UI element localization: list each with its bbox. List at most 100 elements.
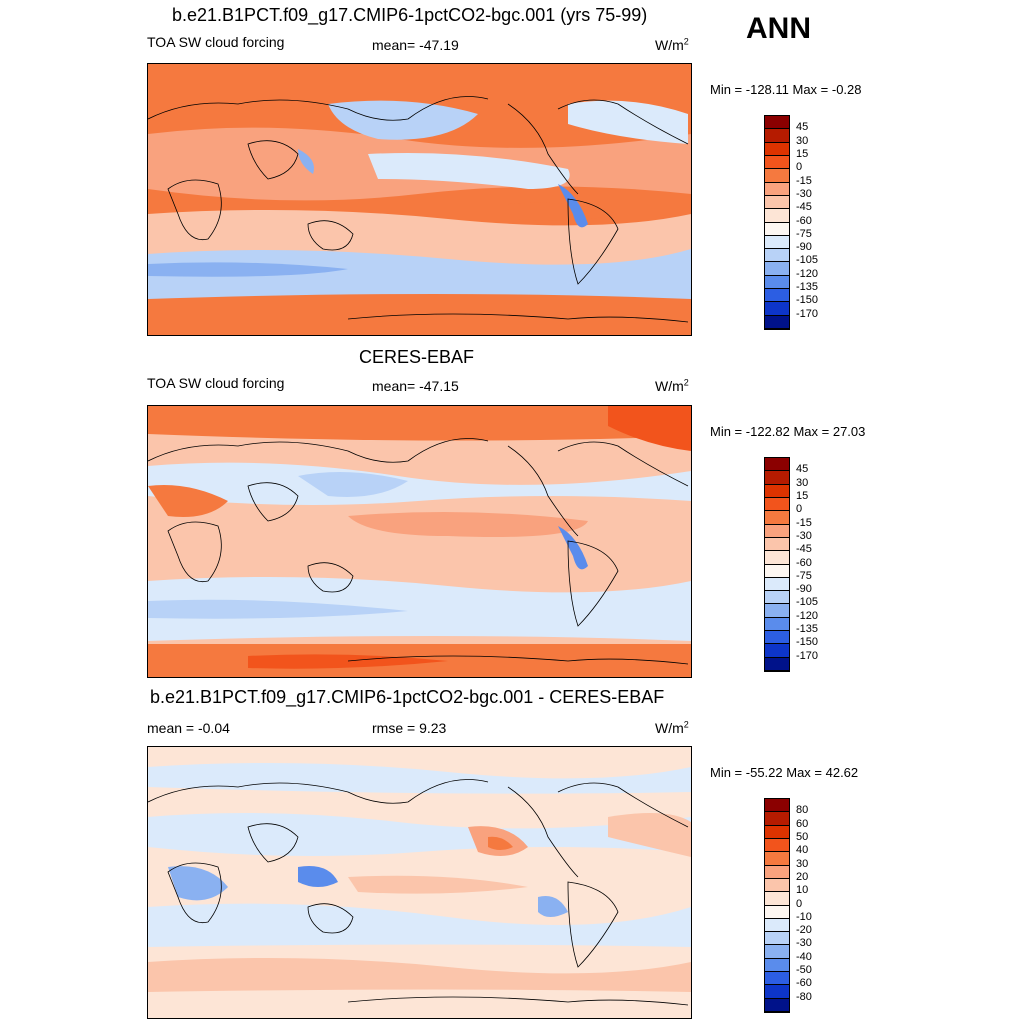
panel-1-colorbar-label: -135	[796, 281, 819, 294]
panel-3-title: b.e21.B1PCT.f09_g17.CMIP6-1pctCO2-bgc.00…	[150, 687, 665, 707]
panel-1-colorbar-label: -170	[796, 307, 819, 320]
panel-1-colorbar-box	[765, 195, 789, 210]
panel-2-colorbar-box	[765, 484, 789, 498]
panel-1-min-max: Min = -128.11 Max = -0.28	[710, 82, 862, 97]
panel-2-colorbar-box	[765, 577, 789, 592]
panel-1-variable-label: TOA SW cloud forcing	[147, 34, 285, 50]
panel-3-colorbar-label: 40	[796, 844, 809, 857]
panel-2-colorbar-box	[765, 458, 789, 472]
panel-2-colorbar-label: -60	[796, 556, 812, 569]
panel-1-colorbar-box	[765, 129, 789, 143]
panel-1-colorbar-box	[765, 275, 789, 290]
panel-2-colorbar-label: 0	[796, 503, 803, 516]
panel-1-colorbar-box	[765, 315, 789, 329]
panel-3-colorbar-box	[765, 918, 789, 933]
panel-2-colorbar-box	[765, 657, 789, 671]
panel-3-colorbar-box	[765, 958, 789, 973]
panel-2-colorbar-label: -170	[796, 649, 819, 662]
panel-2-colorbar-box	[765, 591, 789, 605]
panel-3-colorbar-label: -80	[796, 990, 812, 1003]
panel-3-colorbar-label: -50	[796, 964, 812, 977]
panel-2-map-field	[148, 406, 691, 677]
panel-3-colorbar-label: 60	[796, 817, 809, 830]
panel-2-colorbar-label: 30	[796, 476, 809, 489]
panel-3-colorbar-box	[765, 812, 789, 826]
panel-2-map	[147, 405, 692, 678]
panel-3-min-max: Min = -55.22 Max = 42.62	[710, 765, 859, 780]
panel-2-colorbar-box	[765, 564, 789, 578]
panel-1-colorbar-box	[765, 116, 789, 130]
panel-1-colorbar-box	[765, 155, 789, 170]
panel-1-colorbar-box	[765, 262, 789, 276]
panel-1-colorbar-label: -45	[796, 201, 812, 214]
panel-3-colorbar-box	[765, 985, 789, 999]
panel-1-colorbar-label: 30	[796, 134, 809, 147]
panel-3-colorbar-box	[765, 825, 789, 839]
panel-3-colorbar-label: -10	[796, 910, 812, 923]
panel-2-colorbar-box	[765, 524, 789, 538]
panel-2-colorbar-label: -120	[796, 609, 819, 622]
panel-2-colorbar-box	[765, 631, 789, 645]
panel-1-colorbar-label: -105	[796, 254, 819, 267]
panel-1-map-field	[148, 64, 691, 335]
panel-1-colorbar-label: 0	[796, 161, 803, 174]
panel-2-mean-label: mean= -47.15	[372, 378, 459, 394]
panel-1-colorbar-box	[765, 249, 789, 263]
panel-1-colorbar-box	[765, 169, 789, 183]
panel-3-colorbar-label: 20	[796, 870, 809, 883]
panel-3-colorbar-label: 0	[796, 897, 803, 910]
panel-3-colorbar-box	[765, 945, 789, 959]
panel-2-colorbar-label: -30	[796, 529, 812, 542]
panel-2-title: CERES-EBAF	[359, 347, 475, 367]
panel-2-colorbar-label: -105	[796, 596, 819, 609]
panel-1-colorbar-label: 45	[796, 121, 809, 134]
panel-1-colorbar-label: -150	[796, 294, 819, 307]
panel-1-mean-label: mean= -47.19	[372, 37, 459, 53]
panel-2-colorbar-box	[765, 604, 789, 618]
panel-2-colorbar-label: -75	[796, 569, 812, 582]
panel-3-colorbar-label: -60	[796, 977, 812, 990]
panel-2-colorbar-label: -15	[796, 516, 812, 529]
panel-1-colorbar-box	[765, 289, 789, 303]
panel-2-colorbar-label: 15	[796, 489, 809, 502]
panel-3-map-field	[148, 747, 691, 1018]
panel-2-colorbar-label: -90	[796, 583, 812, 596]
panel-1-colorbar-label: 15	[796, 147, 809, 160]
panel-1-colorbar-labels: 45 30 15 0 -15 -30 -45 -60 -75 -90 -105 -120 -135 -15…	[764, 115, 844, 328]
panel-3-colorbar-box	[765, 865, 789, 879]
panel-3-colorbar-label: 80	[796, 804, 809, 817]
panel-2-colorbar-box	[765, 497, 789, 512]
panel-2-colorbar-labels: 45 30 15 0 -15 -30 -45 -60 -75 -90 -105 -120 -135 -15…	[764, 457, 844, 670]
panel-1-colorbar-box	[765, 209, 789, 223]
panel-1-colorbar-box	[765, 235, 789, 250]
panel-3-colorbar-box	[765, 878, 789, 893]
panel-3-map	[147, 746, 692, 1019]
panel-2-colorbar-label: -135	[796, 623, 819, 636]
panel-3-colorbar-box	[765, 892, 789, 906]
panel-1-title: b.e21.B1PCT.f09_g17.CMIP6-1pctCO2-bgc.00…	[172, 5, 648, 25]
panel-3-colorbar-box	[765, 972, 789, 986]
panel-2-colorbar-box	[765, 537, 789, 552]
panel-1-colorbar-box	[765, 302, 789, 316]
panel-3-colorbar	[764, 798, 790, 1013]
panel-3-colorbar-box	[765, 905, 789, 919]
panel-3-colorbar-box	[765, 838, 789, 853]
panel-1-units: W/m2	[655, 36, 689, 53]
panel-1-colorbar-label: -60	[796, 214, 812, 227]
panel-1-colorbar-label: -75	[796, 227, 812, 240]
panel-3-colorbar-labels: 80 60 50 40 30 20 10 0 -10 -20 -30 -40 -50 -60 -80	[764, 798, 844, 1011]
panel-3-rmse-label: rmse = 9.23	[372, 720, 447, 736]
panel-1-colorbar-label: -15	[796, 174, 812, 187]
panel-2-colorbar-box	[765, 511, 789, 525]
panel-2-colorbar-label: 45	[796, 463, 809, 476]
panel-2-colorbar-label: -45	[796, 543, 812, 556]
panel-3-colorbar-label: -30	[796, 937, 812, 950]
panel-1-colorbar-box	[765, 142, 789, 156]
panel-1-colorbar	[764, 115, 790, 330]
panel-3-colorbar-label: -20	[796, 924, 812, 937]
panel-3-colorbar-box	[765, 998, 789, 1012]
panel-2-variable-label: TOA SW cloud forcing	[147, 375, 285, 391]
panel-2-colorbar-label: -150	[796, 636, 819, 649]
panel-3-colorbar-label: -40	[796, 950, 812, 963]
panel-2-colorbar-box	[765, 471, 789, 485]
